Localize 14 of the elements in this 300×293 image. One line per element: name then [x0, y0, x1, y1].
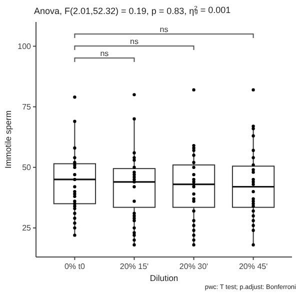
x-tick-label: 20% 15'	[120, 262, 150, 271]
y-tick-label: 50	[22, 163, 32, 172]
y-tick-label: 25	[22, 224, 32, 233]
y-tick-label: 100	[18, 42, 32, 52]
x-tick-label: 20% 30'	[179, 262, 209, 271]
annotation: ns	[130, 37, 138, 46]
y-tick-label: 75	[22, 102, 32, 112]
x-tick-label: 0% t0	[64, 262, 86, 271]
x-tick-label: 20% 45'	[238, 262, 268, 271]
x-axis-title: Dilution	[150, 273, 178, 283]
annotation: ns	[100, 49, 109, 58]
y-axis-title: Immotile sperm	[3, 110, 13, 169]
annotation: ns	[160, 25, 168, 34]
chart-title: Anova, F(2.01,52.32) = 0.19, p = 0.83, η$^{2}$$_{g}$ = 0.001	[34, 5, 231, 16]
